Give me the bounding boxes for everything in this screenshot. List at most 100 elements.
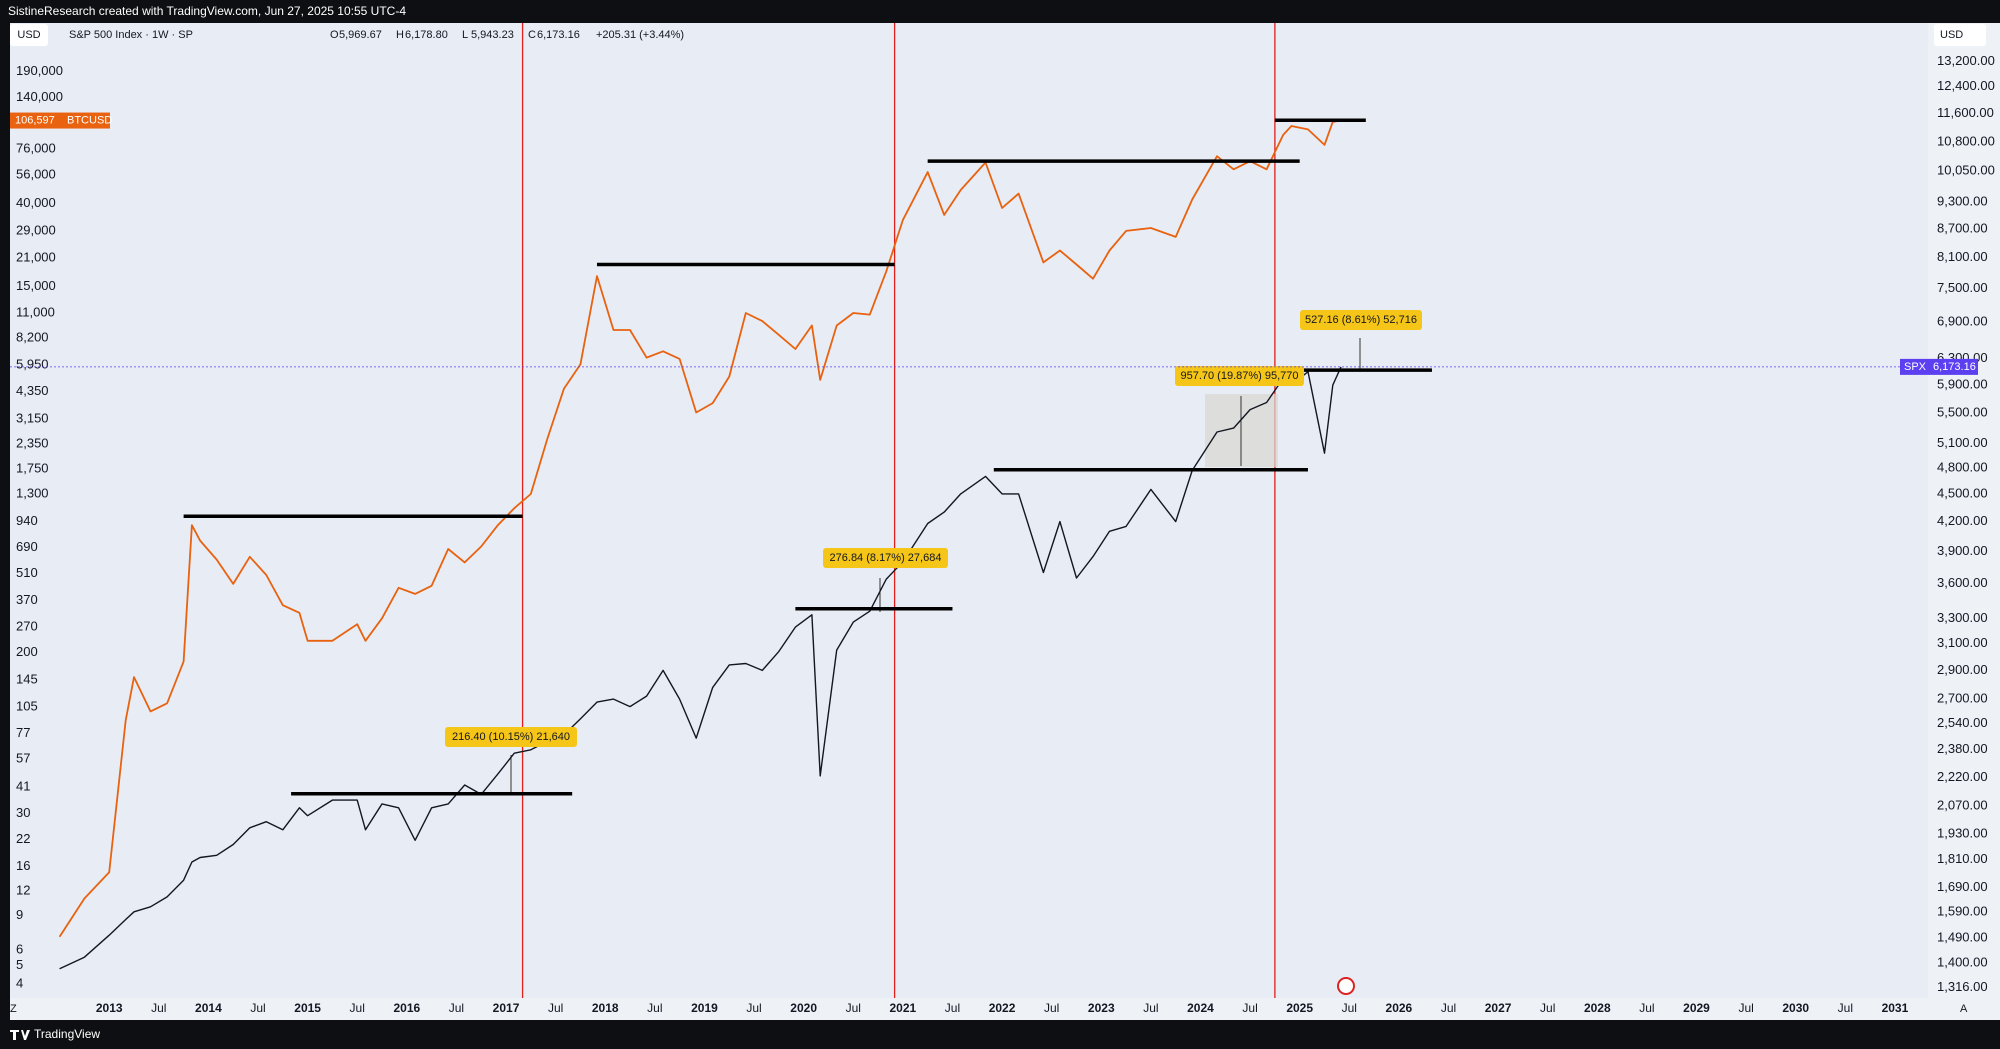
x-tick-label: Jul bbox=[151, 1001, 166, 1015]
y-tick-label: 15,000 bbox=[16, 278, 56, 293]
x-tick-label: 2018 bbox=[592, 1001, 619, 1015]
annotation: 276.84 (8.17%) 27,684 bbox=[830, 552, 942, 564]
x-tick-label: Jul bbox=[1838, 1001, 1853, 1015]
x-tick-label: Jul bbox=[945, 1001, 960, 1015]
x-tick-label: Jul bbox=[1242, 1001, 1257, 1015]
change: +205.31 (+3.44%) bbox=[596, 29, 684, 41]
x-tick-label: 2014 bbox=[195, 1001, 222, 1015]
bottom-axis-area bbox=[10, 998, 2000, 1020]
annotation-box bbox=[1175, 366, 1304, 386]
x-tick-label: 2021 bbox=[890, 1001, 917, 1015]
y2-tick-label: 6,900.00 bbox=[1937, 314, 1988, 329]
ohlc-key: C bbox=[528, 29, 536, 41]
x-tick-label: 2019 bbox=[691, 1001, 718, 1015]
y-tick-label: 30 bbox=[16, 805, 30, 820]
price-tag-name: BTCUSD bbox=[67, 114, 112, 126]
y2-tick-label: 1,690.00 bbox=[1937, 879, 1988, 894]
x-tick-label: 2022 bbox=[989, 1001, 1016, 1015]
series-line bbox=[58, 119, 1342, 938]
credit: SistineResearch created with TradingView… bbox=[8, 4, 406, 18]
y-tick-label: 22 bbox=[16, 831, 30, 846]
currency: USD bbox=[17, 29, 40, 41]
x-tick-label: 2027 bbox=[1485, 1001, 1512, 1015]
price-tag bbox=[1900, 358, 1978, 375]
annotation: 527.16 (8.61%) 52,716 bbox=[1305, 314, 1417, 326]
ohlc-value: 5,969.67 bbox=[339, 29, 382, 41]
y2-tick-label: 1,490.00 bbox=[1937, 929, 1988, 944]
x-tick-label: 2015 bbox=[294, 1001, 321, 1015]
y-tick-label: 940 bbox=[16, 513, 38, 528]
x-tick-label: 2017 bbox=[493, 1001, 520, 1015]
y2-tick-label: 1,316.00 bbox=[1937, 979, 1988, 994]
price-tag-value: 6,173.16 bbox=[1933, 361, 1976, 373]
y2-tick-label: 7,500.00 bbox=[1937, 280, 1988, 295]
annotation: 957.70 (19.87%) 95,770 bbox=[1180, 370, 1298, 382]
y-tick-label: 21,000 bbox=[16, 250, 56, 265]
brand-logo bbox=[10, 1030, 30, 1040]
x-tick-label: Jul bbox=[746, 1001, 761, 1015]
right-axis-area bbox=[1928, 23, 2000, 998]
event-icon bbox=[1337, 977, 1355, 995]
y2-tick-label: 1,810.00 bbox=[1937, 851, 1988, 866]
y2-tick-label: 5,100.00 bbox=[1937, 435, 1988, 450]
price-tag-value: 106,597 bbox=[15, 114, 55, 126]
x-tick-label: Jul bbox=[1540, 1001, 1555, 1015]
y2-tick-label: 4,200.00 bbox=[1937, 513, 1988, 528]
x-tick-label: Jul bbox=[1441, 1001, 1456, 1015]
annotation: 216.40 (10.15%) 21,640 bbox=[452, 731, 570, 743]
y2-tick-label: 10,050.00 bbox=[1937, 163, 1995, 178]
axis-corner: Z bbox=[10, 1003, 17, 1015]
y2-tick-label: 13,200.00 bbox=[1937, 53, 1995, 68]
y2-tick-label: 3,300.00 bbox=[1937, 610, 1988, 625]
y-tick-label: 3,150 bbox=[16, 410, 49, 425]
plot-area bbox=[10, 23, 1928, 998]
x-tick-label: 2025 bbox=[1286, 1001, 1313, 1015]
y-tick-label: 56,000 bbox=[16, 167, 56, 182]
y-tick-label: 77 bbox=[16, 725, 30, 740]
x-tick-label: 2024 bbox=[1187, 1001, 1214, 1015]
ohlc-value: 5,943.23 bbox=[471, 29, 514, 41]
price-tag-name: SPX bbox=[1904, 361, 1927, 373]
ohlc-value: 6,173.16 bbox=[537, 29, 580, 41]
y2-tick-label: 8,700.00 bbox=[1937, 220, 1988, 235]
x-tick-label: Jul bbox=[350, 1001, 365, 1015]
x-tick-label: 2013 bbox=[96, 1001, 123, 1015]
y2-tick-label: 11,600.00 bbox=[1937, 105, 1994, 120]
y2-tick-label: 1,400.00 bbox=[1937, 954, 1988, 969]
x-tick-label: Jul bbox=[1639, 1001, 1654, 1015]
symbol: S&P 500 Index · 1W · SP bbox=[69, 29, 193, 41]
x-tick-label: Jul bbox=[1143, 1001, 1158, 1015]
y-tick-label: 5,950 bbox=[16, 357, 49, 372]
y-tick-label: 200 bbox=[16, 644, 38, 659]
y-tick-label: 4,350 bbox=[16, 383, 49, 398]
x-tick-label: Jul bbox=[449, 1001, 464, 1015]
y-tick-label: 270 bbox=[16, 619, 38, 634]
y-tick-label: 2,350 bbox=[16, 435, 49, 450]
x-tick-label: Jul bbox=[548, 1001, 563, 1015]
y2-tick-label: 8,100.00 bbox=[1937, 249, 1988, 264]
y2-tick-label: 12,400.00 bbox=[1937, 78, 1995, 93]
y2-tick-label: 5,900.00 bbox=[1937, 377, 1988, 392]
currency-box-right bbox=[1934, 24, 1986, 46]
y2-tick-label: 1,590.00 bbox=[1937, 903, 1988, 918]
y-tick-label: 5 bbox=[16, 957, 23, 972]
y2-tick-label: 10,800.00 bbox=[1937, 134, 1995, 149]
x-tick-label: Jul bbox=[250, 1001, 265, 1015]
y2-tick-label: 2,220.00 bbox=[1937, 769, 1988, 784]
y2-tick-label: 2,540.00 bbox=[1937, 715, 1988, 730]
y-tick-label: 6 bbox=[16, 941, 23, 956]
y2-tick-label: 2,070.00 bbox=[1937, 797, 1988, 812]
currency-right: USD bbox=[1940, 29, 1963, 41]
y2-tick-label: 4,500.00 bbox=[1937, 485, 1988, 500]
currency-box bbox=[10, 24, 48, 46]
y-tick-label: 41 bbox=[16, 778, 30, 793]
ohlc-key: H bbox=[396, 29, 404, 41]
y2-tick-label: 2,700.00 bbox=[1937, 691, 1988, 706]
annotation-box bbox=[823, 548, 948, 568]
ohlc-key: O bbox=[330, 29, 339, 41]
y-tick-label: 690 bbox=[16, 539, 38, 554]
y2-tick-label: 2,380.00 bbox=[1937, 741, 1988, 756]
annotation-box bbox=[445, 727, 577, 747]
y-tick-label: 57 bbox=[16, 750, 30, 765]
